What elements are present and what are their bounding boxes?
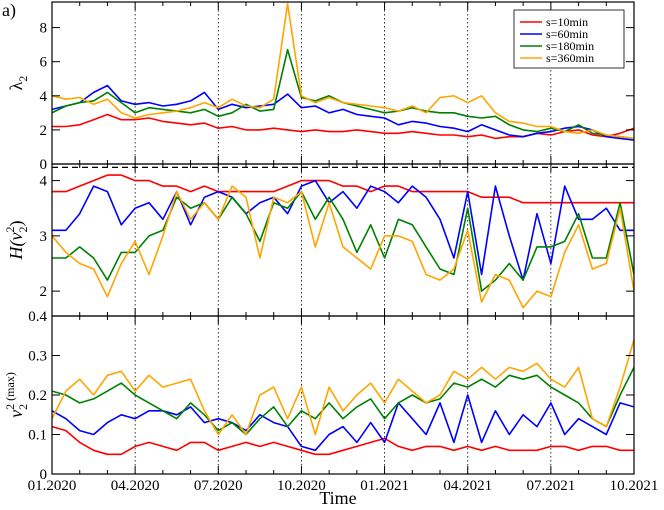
y-label-subscript: 2 (16, 227, 30, 233)
y-tick-label: 0.2 (28, 388, 47, 404)
y-tick-label: 0.3 (28, 349, 47, 365)
x-tick-label: 07.2020 (194, 478, 243, 494)
series-line-middle-1 (52, 174, 634, 204)
y-tick-label: 2 (40, 284, 48, 300)
y-label-superscript: 2 (max) (3, 372, 17, 410)
legend-label-4: s=360min (546, 51, 594, 65)
series-line-middle-4 (52, 185, 634, 309)
y-tick-label: 0.4 (28, 309, 47, 325)
series-line-bottom-1 (52, 425, 634, 456)
x-tick-label: 07.2021 (526, 478, 575, 494)
legend-label-2: s=60min (546, 27, 588, 41)
series-line-bottom-4 (52, 339, 634, 436)
series-layer (52, 2, 634, 456)
y-axis-label-middle: H(v22) (3, 221, 30, 261)
series-line-middle-2 (52, 179, 634, 281)
series-line-top-4 (52, 2, 634, 140)
panel-label: a) (2, 0, 16, 21)
x-tick-label: 04.2021 (443, 478, 492, 494)
grid-layer (52, 2, 634, 474)
series-line-middle-3 (52, 190, 634, 292)
legend-label-1: s=10min (546, 15, 588, 29)
y-label-main: H(v (6, 232, 27, 260)
y-label-superscript: 2 (3, 227, 17, 233)
series-line-top-2 (52, 84, 634, 141)
series-line-bottom-3 (52, 367, 634, 436)
y-label-main: v (6, 410, 26, 418)
x-tick-label: 10.2021 (610, 478, 659, 494)
y-tick-label: 0.1 (28, 428, 47, 444)
y-label-tail: ) (6, 221, 27, 227)
y-tick-label: 0 (40, 467, 48, 483)
y-axis-label-top: λ2 (6, 76, 30, 91)
y-tick-label: 6 (40, 55, 48, 71)
x-tick-label: 01.2020 (28, 478, 77, 494)
y-tick-label: 2 (40, 123, 48, 139)
x-tick-label: 04.2020 (111, 478, 160, 494)
y-tick-label: 4 (40, 174, 48, 190)
y-tick-label: 0 (40, 157, 48, 173)
y-tick-label: 3 (40, 229, 48, 245)
axes-layer (51, 1, 635, 475)
series-line-bottom-2 (52, 394, 634, 452)
y-label-subscript: 2 (16, 404, 30, 410)
y-label-subscript: 2 (16, 76, 30, 82)
x-axis-label: Time (319, 488, 356, 508)
y-tick-label: 4 (40, 89, 48, 105)
x-tick-label: 10.2020 (277, 478, 326, 494)
legend-label-3: s=180min (546, 39, 594, 53)
y-label-main: λ (6, 81, 26, 90)
y-tick-label: 8 (40, 21, 48, 37)
y-axis-label-bottom: v22 (max) (3, 372, 30, 418)
x-tick-label: 01.2021 (360, 478, 409, 494)
